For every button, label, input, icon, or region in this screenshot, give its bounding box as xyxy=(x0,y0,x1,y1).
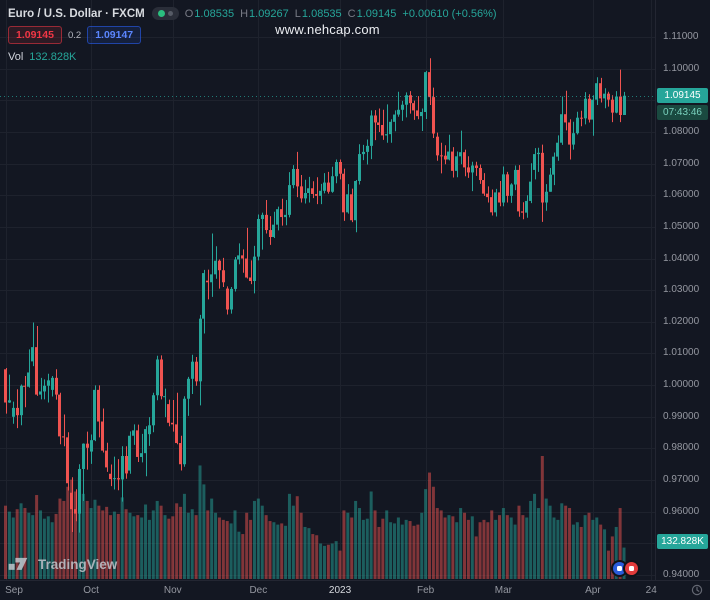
low-value: 1.08535 xyxy=(301,7,342,20)
time-axis-label: Mar xyxy=(494,585,513,596)
tradingview-logo-icon xyxy=(8,557,28,570)
countdown-tag: 07:43:46 xyxy=(657,104,708,120)
price-axis-label: 1.01000 xyxy=(663,347,700,359)
price-axis-label: 1.00000 xyxy=(663,379,700,391)
close-value: 1.09145 xyxy=(356,7,397,20)
trade-buttons-row: 1.09145 0.2 1.09147 xyxy=(8,26,497,44)
spread-value: 0.2 xyxy=(67,29,82,41)
volume-axis-tag: 132.828K xyxy=(657,533,708,549)
candles xyxy=(4,58,626,533)
reaction-bubbles[interactable] xyxy=(611,560,640,577)
market-open-dot-icon xyxy=(157,10,165,17)
axis-clock-icon[interactable] xyxy=(691,583,703,600)
price-axis-label: 0.97000 xyxy=(663,474,700,486)
tradingview-logo[interactable]: TradingView xyxy=(8,555,117,574)
price-axis-label: 0.99000 xyxy=(663,410,700,422)
market-status-toggle[interactable] xyxy=(151,7,179,20)
chart-legend: Euro / U.S. Dollar · FXCM O 1.08535 H 1.09… xyxy=(8,7,497,63)
red-bubble-icon xyxy=(623,560,640,577)
time-axis-label: Feb xyxy=(416,585,435,596)
last-price-tag: 1.09145 xyxy=(657,87,708,103)
price-axis-label: 1.05000 xyxy=(663,220,700,232)
volume-bars xyxy=(4,456,626,579)
time-axis-label: Apr xyxy=(585,585,601,596)
toggle-knob-icon xyxy=(167,11,173,16)
volume-legend-row[interactable]: Vol 132.828K xyxy=(8,51,497,63)
price-axis-label: 0.98000 xyxy=(663,442,700,454)
volume-value: 132.828K xyxy=(29,51,77,63)
price-axis-label: 1.10000 xyxy=(663,62,700,74)
change-value: +0.00610 (+0.56%) xyxy=(402,7,497,20)
time-axis-label: Sep xyxy=(5,585,23,596)
close-label: C xyxy=(347,7,356,20)
grid-lines xyxy=(0,0,655,580)
price-axis-label: 1.02000 xyxy=(663,315,700,327)
high-value: 1.09267 xyxy=(249,7,289,20)
open-label: O xyxy=(184,7,194,20)
buy-button[interactable]: 1.09147 xyxy=(87,26,142,44)
price-axis-label: 1.07000 xyxy=(663,157,700,169)
legend-symbol-row: Euro / U.S. Dollar · FXCM O 1.08535 H 1.09… xyxy=(8,7,497,20)
price-axis-label: 0.94000 xyxy=(663,569,700,580)
symbol-title[interactable]: Euro / U.S. Dollar · FXCM xyxy=(8,7,145,20)
time-axis[interactable]: Sep Oct Nov Dec 2023 Feb Mar Apr 24 xyxy=(0,580,710,600)
price-axis-label: 1.11000 xyxy=(663,31,699,42)
tradingview-logo-text: TradingView xyxy=(38,557,118,572)
price-axis-label: 1.08000 xyxy=(663,125,700,137)
time-axis-label: Oct xyxy=(83,585,99,596)
time-axis-label: 24 xyxy=(645,585,657,596)
price-axis-label: 0.96000 xyxy=(663,505,700,517)
time-axis-label: Dec xyxy=(249,585,268,596)
time-axis-label: Nov xyxy=(163,585,182,596)
sell-button[interactable]: 1.09145 xyxy=(8,26,62,44)
price-axis-label: 1.04000 xyxy=(663,252,700,264)
high-label: H xyxy=(240,7,249,20)
open-value: 1.08535 xyxy=(194,7,235,20)
candlestick-chart[interactable] xyxy=(0,0,656,580)
price-axis-label: 1.03000 xyxy=(663,284,700,296)
watermark: www.nehcap.com xyxy=(275,22,380,37)
time-axis-label: 2023 xyxy=(328,585,352,596)
volume-label: Vol xyxy=(8,51,24,63)
low-label: L xyxy=(294,7,301,20)
price-axis-label: 1.06000 xyxy=(663,189,700,201)
